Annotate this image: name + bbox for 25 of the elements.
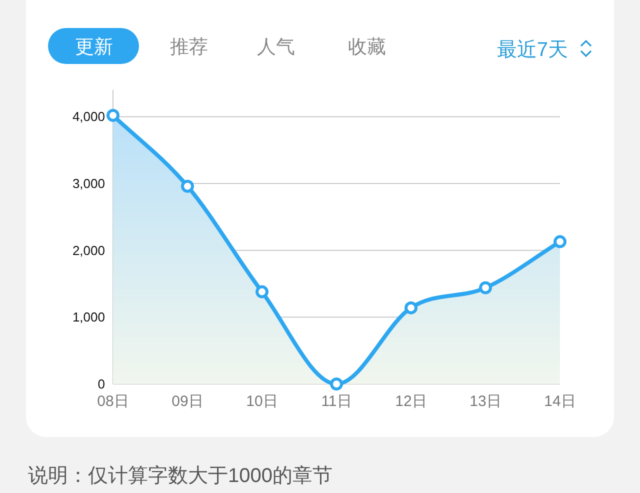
x-tick-label: 12日 xyxy=(395,393,427,410)
point xyxy=(256,285,268,298)
point xyxy=(554,235,566,248)
y-tick-label: 1,000 xyxy=(72,310,105,325)
x-tick-label: 09日 xyxy=(172,393,204,410)
text: 收藏 xyxy=(348,37,386,58)
text: 推荐 xyxy=(170,37,208,58)
x-tick-label: 14日 xyxy=(544,393,576,410)
x-tick-label: 11日 xyxy=(321,393,352,410)
x-tick-label: 08日 xyxy=(97,393,129,410)
point xyxy=(479,281,492,294)
y-tick-label: 2,000 xyxy=(72,242,105,258)
y-tick-label: 4,000 xyxy=(72,109,105,124)
y-tick-label: 0 xyxy=(98,376,105,392)
y-tick-label: 3,000 xyxy=(72,176,105,192)
text: 最近7天 xyxy=(496,39,568,61)
x-tick-label: 13日 xyxy=(470,393,502,410)
point xyxy=(330,378,343,390)
point xyxy=(181,180,194,193)
point xyxy=(106,108,120,122)
point xyxy=(404,301,418,314)
text: 更新 xyxy=(75,36,113,58)
x-tick-label: 10日 xyxy=(246,393,278,410)
text: 说明：仅计算字数大于1000的章节 xyxy=(28,464,332,487)
text: 人气 xyxy=(257,37,295,58)
